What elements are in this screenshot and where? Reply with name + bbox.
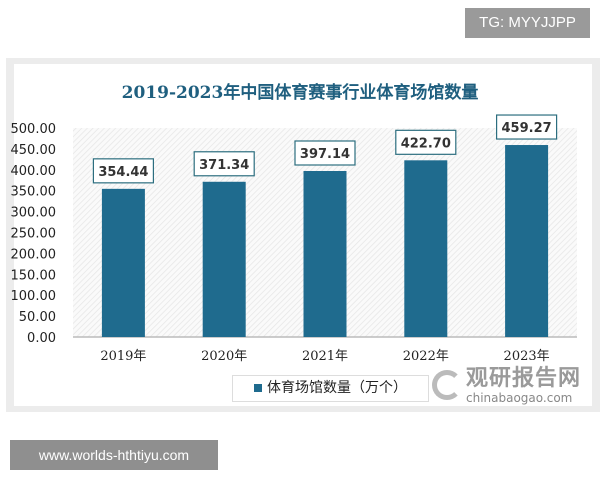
y-tick-label: 300.00 (11, 206, 57, 221)
y-tick-label: 450.00 (11, 143, 57, 158)
data-label-box (395, 129, 457, 155)
bar (303, 170, 347, 337)
y-tick-label: 50.00 (19, 310, 56, 325)
x-tick-label: 2023年 (504, 349, 550, 364)
bar (202, 181, 246, 337)
logo-en: chinabaogao.com (466, 391, 573, 405)
data-label: 397.14 (300, 147, 350, 162)
y-tick-label: 100.00 (11, 289, 57, 304)
data-label: 371.34 (199, 158, 249, 173)
bar (101, 188, 145, 337)
x-tick-label: 2019年 (100, 349, 146, 364)
x-tick-label: 2020年 (201, 349, 247, 364)
y-tick-label: 400.00 (11, 164, 57, 179)
watermark-top: TG: MYYJJPP (465, 8, 590, 38)
data-label-box (92, 158, 155, 184)
data-label-box (496, 114, 558, 140)
y-tick-label: 250.00 (11, 227, 57, 242)
legend-label: 体育场馆数量（万个） (267, 380, 407, 396)
logo-icon (432, 370, 462, 400)
y-tick-label: 0.00 (27, 331, 56, 346)
bar (404, 160, 448, 337)
bar (505, 145, 549, 337)
data-label: 422.70 (401, 136, 451, 151)
y-tick-label: 150.00 (11, 268, 57, 283)
data-label-box (294, 140, 356, 166)
logo-cn: 观研报告网 (466, 366, 582, 391)
chart-title: 2019-2023年中国体育赛事行业体育场馆数量 (121, 83, 479, 103)
y-tick-label: 350.00 (11, 185, 57, 200)
legend-swatch (254, 384, 262, 392)
data-label: 354.44 (98, 165, 148, 180)
y-tick-label: 500.00 (11, 122, 57, 137)
x-tick-label: 2021年 (302, 349, 348, 364)
data-label: 459.27 (502, 121, 552, 136)
source-logo: 观研报告网 chinabaogao.com (432, 368, 581, 404)
legend: 体育场馆数量（万个） (232, 375, 429, 402)
x-tick-label: 2022年 (403, 349, 449, 364)
watermark-bottom: www.worlds-hthtiyu.com (10, 440, 218, 470)
y-tick-label: 200.00 (11, 247, 57, 262)
data-label-box (193, 151, 255, 177)
